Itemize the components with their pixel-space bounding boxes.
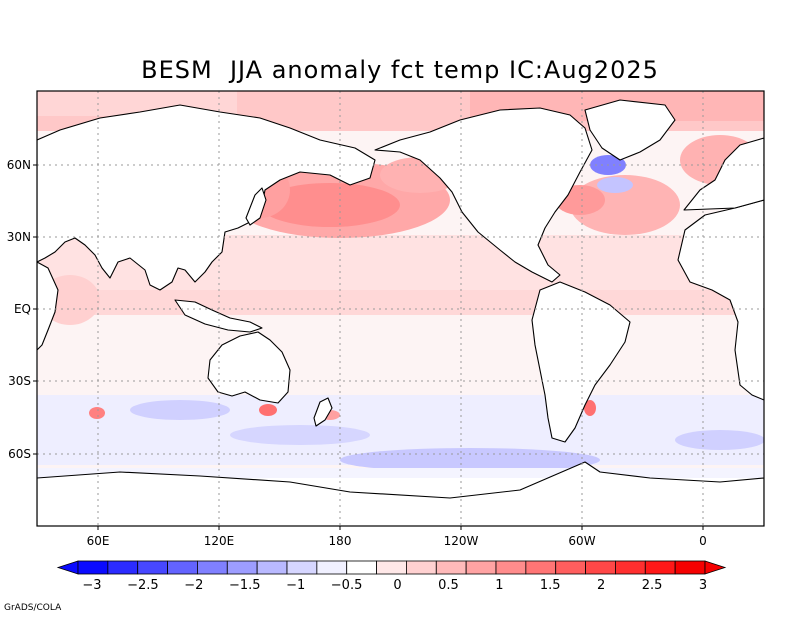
south-america-landmass — [531, 281, 631, 443]
colorbar-swatch — [674, 560, 706, 575]
lat-label: 60N — [7, 158, 31, 172]
colorbar-swatch — [495, 560, 527, 575]
colorbar-swatch — [465, 560, 497, 575]
colorbar-swatch — [585, 560, 616, 575]
lat-label: 30N — [7, 230, 31, 244]
lon-label: 120E — [204, 534, 235, 548]
colorbar-swatch — [346, 560, 377, 575]
colorbar-swatch — [316, 560, 348, 575]
colorbar-swatch — [137, 560, 168, 575]
eurasia-landmass — [37, 104, 376, 291]
maritime-continent — [174, 299, 263, 333]
north-america-landmass — [374, 107, 593, 283]
colorbar-label: 1 — [495, 578, 503, 593]
lon-label: 60W — [568, 534, 595, 548]
colorbar-swatch — [226, 560, 258, 575]
africa-west-landmass — [677, 199, 764, 401]
europe-landmass — [683, 137, 764, 211]
lon-label: 0 — [699, 534, 707, 548]
australia-landmass — [207, 331, 291, 404]
colorbar-swatch — [77, 560, 109, 575]
colorbar-label: 2.5 — [642, 578, 663, 593]
colorbar-swatch — [525, 560, 557, 575]
lat-label: 30S — [8, 374, 31, 388]
colorbar-swatch — [167, 560, 198, 575]
colorbar-label: 1.5 — [540, 578, 561, 593]
colorbar-label: −0.5 — [331, 578, 363, 593]
lat-label: EQ — [14, 302, 31, 316]
longitude-axis: 60E 120E 180 120W 60W 0 — [87, 526, 707, 548]
colorbar-label: 3 — [699, 578, 707, 593]
map-title: BESM JJA anomaly fct temp IC:Aug2025 — [141, 56, 659, 84]
colorbar-swatch — [376, 560, 407, 575]
colorbar-arrow-left — [56, 560, 79, 575]
greenland-landmass — [584, 99, 676, 161]
lat-label: 60S — [8, 447, 31, 461]
continents — [37, 99, 764, 526]
credit-label: GrADS/COLA — [4, 603, 62, 613]
colorbar-labels: −3 −2.5 −2 −1.5 −1 −0.5 0 0.5 1 1.5 2 2.5 3 — [82, 578, 707, 593]
colorbar-swatch — [435, 560, 467, 575]
latitude-axis: 60N 30N EQ 30S 60S — [7, 158, 37, 461]
colorbar-label: 0 — [393, 578, 401, 593]
colorbar — [56, 560, 727, 575]
colorbar-label: 2 — [597, 578, 605, 593]
colorbar-swatch — [615, 560, 646, 575]
graticule — [37, 91, 764, 526]
japan-islands — [245, 187, 267, 226]
antarctica-landmass — [37, 461, 764, 526]
colorbar-label: −1 — [286, 578, 305, 593]
lon-label: 120W — [444, 534, 479, 548]
colorbar-swatch — [107, 560, 139, 575]
colorbar-swatch — [286, 560, 318, 575]
colorbar-label: 0.5 — [438, 578, 459, 593]
colorbar-swatch — [555, 560, 586, 575]
colorbar-swatch — [406, 560, 437, 575]
colorbar-label: −2 — [184, 578, 203, 593]
lon-label: 60E — [87, 534, 110, 548]
colorbar-swatch — [256, 560, 288, 575]
lon-label: 180 — [329, 534, 352, 548]
colorbar-label: −1.5 — [229, 578, 261, 593]
colorbar-swatch — [644, 560, 676, 575]
new-zealand — [313, 397, 333, 427]
colorbar-arrow-right — [704, 560, 727, 575]
africa-east-edge — [37, 261, 59, 351]
colorbar-swatch — [197, 560, 228, 575]
colorbar-label: −2.5 — [127, 578, 159, 593]
colorbar-label: −3 — [82, 578, 101, 593]
